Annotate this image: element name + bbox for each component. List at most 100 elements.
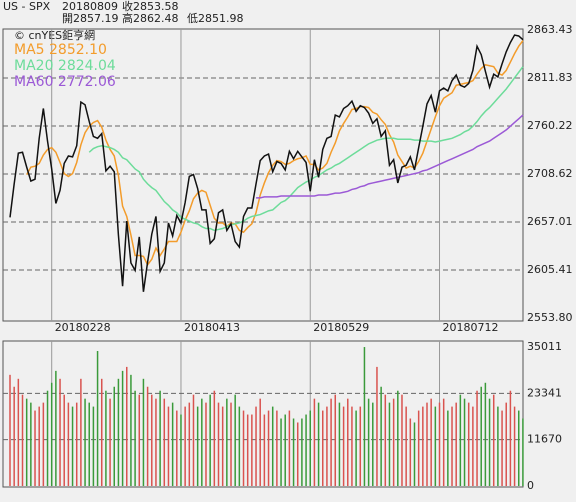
- volume-bar: [71, 406, 74, 486]
- y-tick-label: 35011: [527, 340, 562, 353]
- low: 低2851.98: [187, 12, 244, 25]
- volume-bar: [342, 406, 345, 486]
- volume-bar: [92, 406, 95, 486]
- volume-bar: [405, 406, 407, 486]
- volume-bar: [84, 398, 86, 486]
- volume-bar: [238, 406, 241, 486]
- volume-bar: [380, 386, 382, 486]
- volume-bar: [42, 402, 45, 486]
- volume-bar: [151, 394, 153, 486]
- volume-bar: [292, 418, 295, 486]
- volume-bar: [126, 366, 128, 486]
- volume-bar: [322, 410, 324, 486]
- y-tick-label: 11670: [527, 433, 562, 446]
- volume-bar: [234, 394, 236, 486]
- volume-bar: [509, 390, 512, 486]
- volume-bar: [192, 394, 195, 486]
- volume-bar: [180, 414, 182, 486]
- volume-bar: [213, 390, 216, 486]
- volume-bar: [242, 410, 245, 486]
- volume-bar: [467, 402, 470, 486]
- volume-bar: [522, 418, 524, 486]
- volume-bar: [305, 414, 307, 486]
- x-tick-label: 20180228: [55, 321, 111, 334]
- volume-bar: [492, 394, 495, 486]
- volume-bar: [21, 394, 24, 486]
- volume-bar: [255, 406, 257, 486]
- volume-bar: [221, 406, 224, 486]
- volume-bar: [359, 406, 362, 486]
- volume-bar: [30, 402, 32, 486]
- volume-bar: [480, 386, 482, 486]
- volume-bar: [484, 382, 487, 486]
- volume-bar: [392, 398, 395, 486]
- volume-bar: [434, 406, 437, 486]
- volume-bar: [413, 422, 416, 486]
- volume-bar: [442, 398, 445, 486]
- volume-bar: [251, 414, 253, 486]
- volume-bar: [138, 394, 141, 486]
- volume-bar: [476, 390, 478, 486]
- volume-bar: [259, 398, 261, 486]
- volume-bar: [196, 406, 199, 486]
- volume-bar: [501, 410, 503, 486]
- volume-bar: [50, 382, 53, 486]
- volume-bar: [505, 402, 507, 486]
- volume-bar: [167, 406, 170, 486]
- volume-bar: [159, 390, 161, 486]
- symbol: US - SPX: [3, 0, 51, 13]
- volume-bar: [75, 402, 78, 486]
- volume-bar: [417, 410, 420, 486]
- volume-bar: [488, 398, 491, 486]
- y-tick-label: 2657.01: [527, 215, 573, 228]
- volume-bar: [155, 398, 157, 486]
- close-line: [9, 34, 524, 292]
- volume-bar: [301, 418, 303, 486]
- y-tick-label: 0: [527, 479, 534, 492]
- volume-bar: [146, 386, 149, 486]
- legend-entry: MA60 2772.06: [14, 74, 116, 90]
- open: 開2857.19: [62, 12, 119, 25]
- volume-bar: [163, 398, 166, 486]
- y-tick-label: 2605.41: [527, 263, 573, 276]
- volume-bar: [426, 402, 428, 486]
- legend-entry: MA5 2852.10: [14, 42, 107, 58]
- y-tick-label: 2811.83: [527, 71, 573, 84]
- volume-bar: [38, 406, 40, 486]
- volume-bar: [130, 374, 132, 486]
- volume-bar: [317, 402, 320, 486]
- volume-bar: [17, 378, 20, 486]
- volume-bar: [384, 394, 387, 486]
- volume-bar: [109, 398, 111, 486]
- volume-bar: [46, 390, 49, 486]
- volume-bar: [201, 398, 203, 486]
- x-tick-label: 20180529: [313, 321, 369, 334]
- volume-bar: [517, 410, 520, 486]
- volume-bar: [271, 406, 274, 486]
- volume-bar: [497, 406, 499, 486]
- legend-entry: MA20 2824.04: [14, 58, 116, 74]
- volume-bar: [401, 394, 403, 486]
- volume-bar: [288, 410, 291, 486]
- volume-bar: [96, 351, 99, 486]
- high: 高2862.48: [122, 11, 179, 25]
- volume-bar: [422, 406, 424, 486]
- volume-bar: [246, 414, 249, 486]
- volume-bar: [313, 398, 316, 486]
- volume-bar: [9, 374, 11, 486]
- volume-bar: [451, 406, 453, 486]
- volume-bar: [13, 386, 15, 486]
- volume-bar: [205, 402, 207, 486]
- volume-bar: [121, 370, 124, 486]
- ma-line: [88, 66, 524, 232]
- volume-bar: [326, 406, 328, 486]
- x-tick-label: 20180413: [184, 321, 240, 334]
- volume-bar: [351, 406, 353, 486]
- volume-bar: [397, 390, 399, 486]
- volume-bar: [80, 378, 82, 486]
- volume-bar: [363, 347, 366, 486]
- volume-bar: [330, 398, 332, 486]
- volume-bar: [142, 378, 145, 486]
